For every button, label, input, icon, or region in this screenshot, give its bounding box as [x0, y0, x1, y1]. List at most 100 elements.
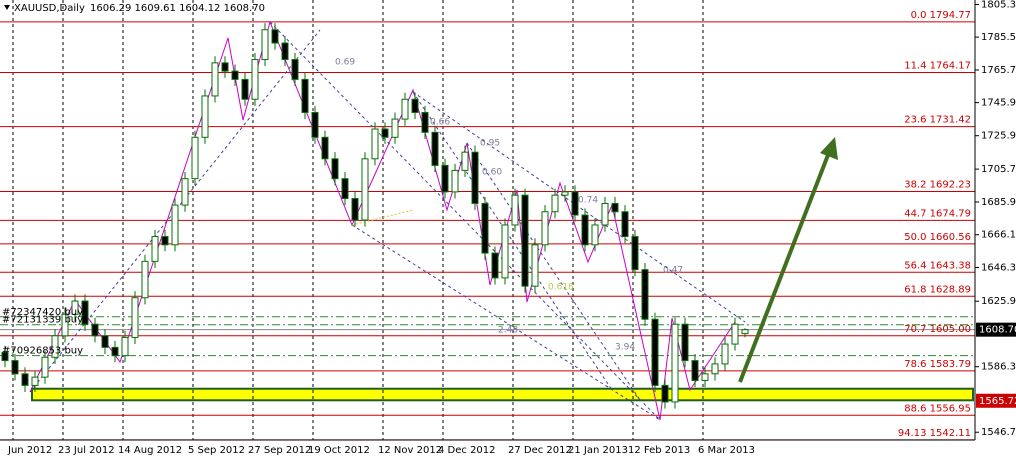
arrow-head — [820, 137, 838, 160]
candle-body — [61, 313, 69, 337]
fib-label: 23.6 1731.42 — [904, 115, 971, 126]
candle-body — [721, 343, 729, 365]
candle-body — [471, 151, 479, 204]
candle-body — [31, 376, 39, 386]
x-tick-label: 6 Mar 2013 — [698, 445, 755, 456]
candle-body — [161, 236, 169, 246]
candle-body — [291, 59, 299, 80]
trend-line — [412, 91, 746, 323]
support-price-box — [976, 393, 1016, 408]
y-tick-label: 1646.30 — [981, 262, 1016, 273]
candle-body — [561, 191, 569, 196]
candle-body — [201, 95, 209, 138]
x-tick-label: 23 Jul 2012 — [58, 445, 115, 456]
annotation: 0.47 — [663, 266, 683, 276]
candle-body — [651, 318, 659, 386]
x-tick-label: 19 Oct 2012 — [308, 445, 370, 456]
candle-body — [371, 128, 379, 160]
candle-body — [741, 329, 749, 335]
order-label: #72347420 buy — [2, 307, 83, 318]
fib-label: 38.2 1692.23 — [904, 179, 971, 190]
candle-body — [271, 29, 279, 44]
order-label: #72131339 buy — [2, 315, 83, 326]
candle-body — [181, 178, 189, 206]
fib-label: 50.0 1660.56 — [904, 232, 971, 243]
annotation: 0.618 — [548, 283, 574, 293]
x-tick-label: 21 Jan 2013 — [568, 445, 628, 456]
current-price-box — [976, 322, 1016, 337]
candle-body — [211, 62, 219, 97]
fib-label: 78.6 1583.79 — [904, 359, 971, 370]
candle-body — [321, 136, 329, 160]
candle-body — [671, 323, 679, 403]
candle-body — [341, 178, 349, 199]
candle-body — [411, 98, 419, 113]
fib-line — [351, 209, 414, 226]
candle-body — [381, 128, 389, 138]
order-label: #70926853 buy — [2, 346, 83, 357]
fib-label: 88.6 1556.95 — [904, 403, 971, 414]
candle-body — [451, 169, 459, 193]
fib-label: 70.7 1605.00 — [904, 324, 971, 335]
candle-body — [391, 118, 399, 138]
x-tick-label: 5 Sep 2012 — [188, 445, 245, 456]
candle-body — [331, 158, 339, 180]
chart-title: XAUUSD,Daily — [14, 3, 85, 14]
x-tick-label: Jun 2012 — [7, 445, 52, 456]
trend-line — [29, 29, 321, 393]
candle-body — [611, 202, 619, 213]
candle-body — [421, 111, 429, 133]
fib-label: 44.7 1674.79 — [904, 208, 971, 219]
candle-body — [501, 224, 509, 279]
candle-body — [361, 158, 369, 221]
candle-body — [491, 252, 499, 279]
annotation: 2.48 — [498, 326, 518, 336]
fib-label: 94.13 1542.11 — [898, 428, 971, 439]
trend-line — [466, 142, 641, 401]
candle-body — [241, 78, 249, 100]
arrow-shaft — [738, 154, 830, 383]
candle-body — [431, 131, 439, 166]
y-tick-label: 1745.95 — [981, 98, 1016, 109]
candle-body — [221, 62, 229, 72]
fib-label: 11.4 1764.17 — [904, 61, 971, 72]
x-tick-label: 14 Aug 2012 — [118, 445, 182, 456]
candle-body — [551, 194, 559, 213]
plot — [1, 23, 749, 409]
ohlc-label: 1606.29 1609.61 1604.12 1608.70 — [90, 3, 265, 14]
candle-body — [151, 236, 159, 262]
candle-body — [251, 59, 259, 100]
candle-body — [461, 151, 469, 171]
x-tick-label: 12 Nov 2012 — [378, 445, 442, 456]
candle-body — [141, 260, 149, 299]
fib-label: 56.4 1643.38 — [904, 260, 971, 271]
y-tick-label: 1805.30 — [981, 0, 1016, 10]
y-tick-label: 1705.75 — [981, 164, 1016, 175]
candle-body — [401, 98, 409, 120]
candle-body — [521, 194, 529, 287]
fib-label: 61.8 1628.89 — [904, 284, 971, 295]
y-tick-label: 1586.30 — [981, 362, 1016, 373]
candle-body — [261, 29, 269, 61]
annotation: 3.94 — [615, 343, 635, 353]
candle-body — [701, 373, 709, 381]
y-tick-label: 1725.95 — [981, 131, 1016, 142]
candle-body — [441, 164, 449, 193]
candle-body — [641, 269, 649, 320]
candle-body — [601, 202, 609, 226]
trend-line — [351, 224, 661, 421]
candle-body — [311, 111, 319, 138]
candle-body — [111, 346, 119, 357]
support-price-label: 1565.72 — [979, 396, 1016, 407]
candle-body — [191, 136, 199, 180]
candle-body — [581, 214, 589, 246]
y-tick-label: 1666.10 — [981, 230, 1016, 241]
candle-body — [571, 191, 579, 216]
candle-body — [301, 78, 309, 113]
x-tick-label: 27 Sep 2012 — [248, 445, 311, 456]
fib-label: 0.0 1794.77 — [911, 10, 971, 21]
candle-body — [481, 202, 489, 254]
candle-body — [21, 373, 29, 386]
candle-body — [121, 336, 129, 357]
